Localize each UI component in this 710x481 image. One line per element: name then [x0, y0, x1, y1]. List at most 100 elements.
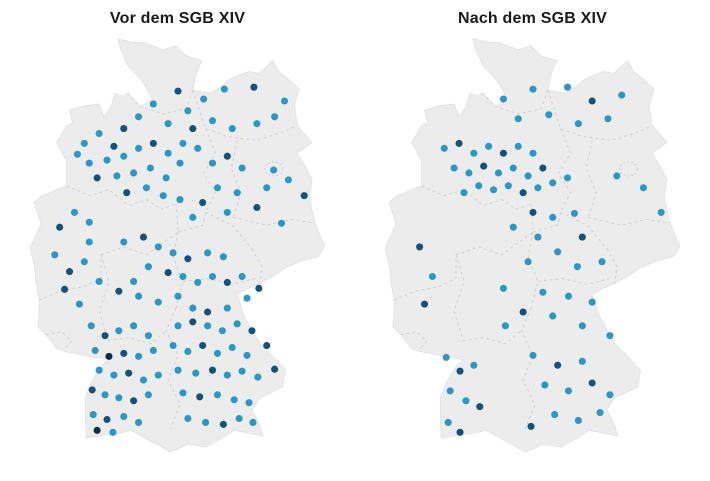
location-dot [122, 189, 130, 197]
location-dot [95, 129, 103, 138]
location-dot [173, 87, 182, 95]
location-dot [461, 397, 469, 405]
location-dot [175, 159, 184, 167]
location-dot [178, 389, 186, 397]
location-dot [104, 352, 113, 360]
location-dot [129, 397, 137, 405]
location-dot [188, 213, 196, 221]
location-dot [219, 420, 227, 428]
location-dot [144, 263, 152, 271]
location-dot [242, 294, 251, 302]
location-dot [564, 387, 572, 395]
location-dot [233, 320, 241, 328]
location-dot [164, 120, 172, 128]
location-dot [484, 142, 492, 150]
location-dot [164, 269, 172, 277]
location-dot [100, 391, 109, 399]
location-dot [154, 371, 162, 379]
location-dot [93, 426, 101, 434]
location-dot [149, 100, 157, 108]
location-dot [474, 182, 482, 190]
location-dot [169, 341, 177, 350]
location-dot [102, 415, 111, 424]
location-dot [597, 258, 606, 266]
location-dot [112, 172, 120, 180]
location-dot [213, 391, 221, 399]
location-dot [548, 312, 556, 320]
location-dot [219, 253, 227, 261]
location-dot [519, 189, 527, 197]
location-dot [208, 272, 216, 281]
location-dot [475, 403, 483, 411]
location-dot [73, 150, 81, 158]
location-dot [588, 379, 596, 387]
location-dot [270, 113, 278, 121]
location-dot [213, 184, 221, 192]
location-dot [119, 412, 127, 421]
location-dot [501, 322, 509, 330]
location-dot [65, 268, 73, 276]
location-dot [588, 97, 596, 105]
location-dot [114, 287, 122, 295]
germany-map-before [29, 38, 325, 453]
location-dot [134, 292, 142, 300]
location-dot [95, 366, 103, 374]
location-dot [428, 272, 436, 281]
location-dot [93, 174, 101, 182]
location-dot [444, 418, 452, 426]
location-dot [144, 332, 152, 340]
location-dot [233, 189, 241, 197]
location-dot [198, 199, 206, 207]
location-dot [228, 343, 236, 352]
location-dot [238, 367, 246, 375]
location-dot [440, 144, 448, 152]
location-dot [528, 85, 537, 93]
location-dot [235, 414, 243, 423]
location-dot [195, 393, 203, 401]
location-dot [183, 255, 191, 263]
location-dot [588, 298, 596, 306]
location-dot [242, 351, 251, 359]
location-dot [262, 341, 270, 350]
location-dot [213, 349, 221, 357]
location-dot [144, 391, 152, 399]
panel-after: Nach dem SGB XIV [355, 0, 710, 481]
location-dot [553, 361, 561, 369]
location-dot [129, 169, 137, 177]
location-dot [519, 308, 527, 316]
location-dot [149, 346, 157, 355]
location-dot [504, 182, 512, 190]
location-dot [514, 142, 522, 150]
location-dot [188, 304, 196, 312]
location-dot [218, 327, 226, 335]
location-dot [134, 144, 142, 152]
location-dot [603, 115, 611, 123]
location-dot [228, 125, 236, 133]
location-dot [464, 169, 472, 177]
location-dot [119, 125, 127, 133]
location-dot [244, 399, 253, 407]
location-dot [509, 223, 517, 231]
location-dot [605, 391, 613, 399]
location-dot [247, 327, 256, 335]
location-dot [570, 209, 578, 217]
location-dot [548, 213, 556, 221]
location-dot [114, 327, 122, 335]
location-dot [100, 332, 109, 340]
location-dot [252, 203, 260, 212]
location-dot [193, 278, 201, 286]
location-dot [199, 95, 207, 103]
location-dot [201, 418, 209, 426]
location-dot [208, 117, 216, 125]
location-dot [524, 172, 532, 180]
location-dot [533, 184, 541, 192]
location-dot [191, 369, 199, 377]
location-dot [605, 332, 613, 340]
location-dot [499, 149, 507, 157]
location-dot [528, 149, 537, 157]
location-dot [526, 422, 535, 430]
location-dot [563, 83, 571, 91]
location-dot [223, 371, 231, 379]
location-dot [95, 277, 103, 285]
location-dot [183, 414, 191, 423]
